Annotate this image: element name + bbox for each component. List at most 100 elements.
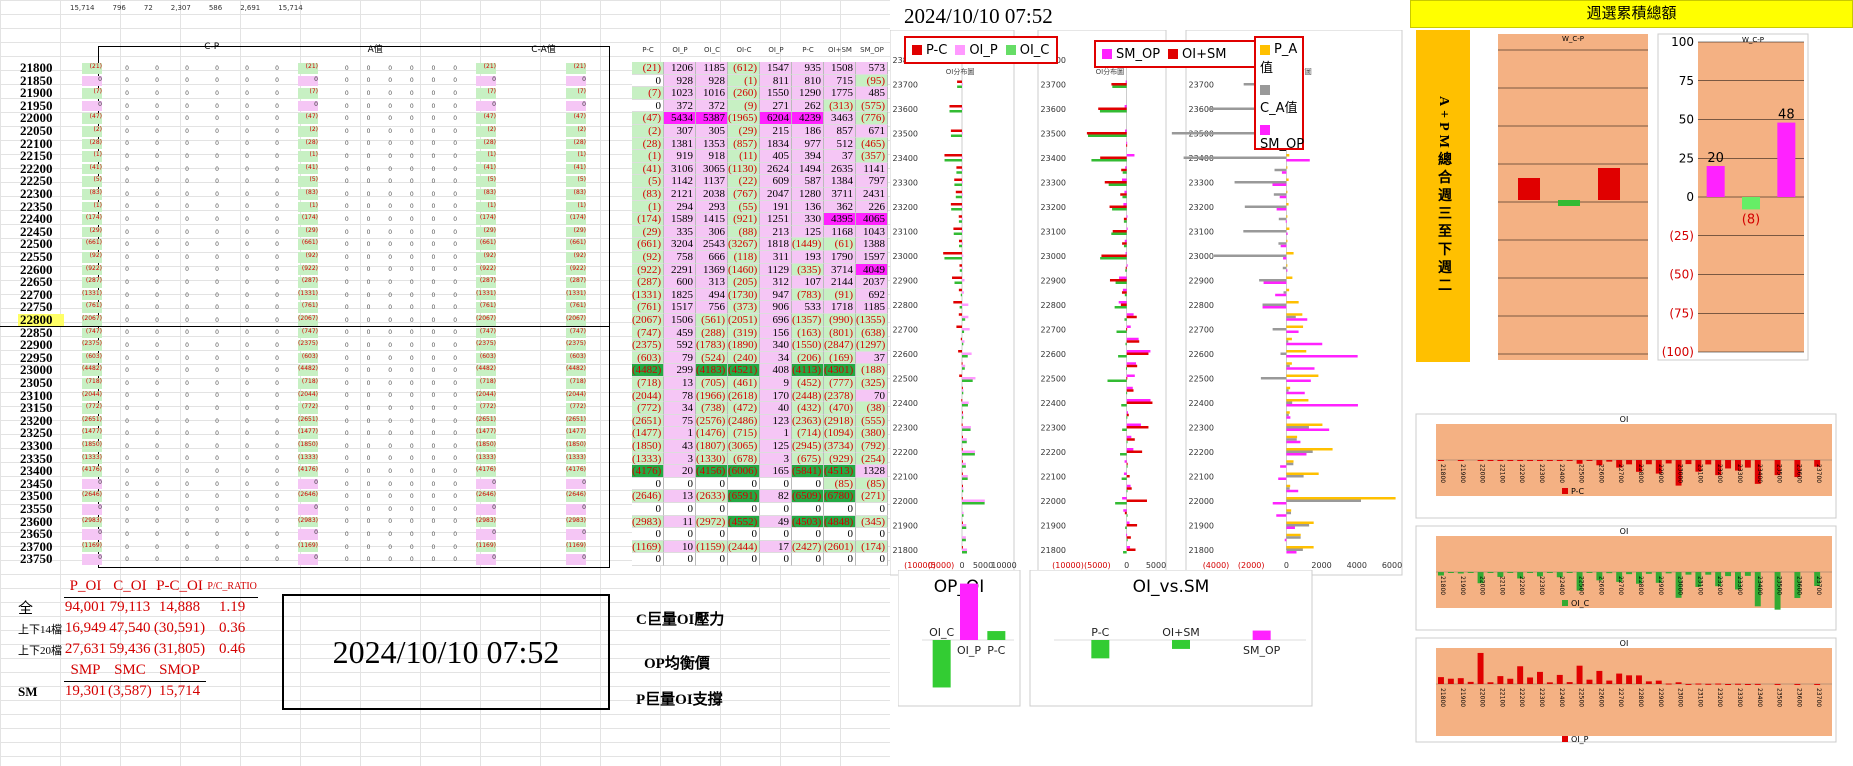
oi-cell: (524) xyxy=(696,351,728,365)
zero-cell: 0 xyxy=(185,266,189,274)
summary-row: 上下20檔 27,631 59,436 (31,805) 0.46 xyxy=(18,639,258,660)
zero-cell: 0 xyxy=(366,430,371,438)
value-cell: (41) xyxy=(566,163,586,175)
bar-p-a xyxy=(1286,484,1291,488)
value-cell: (1331) xyxy=(82,289,102,301)
oi-cell: (325) xyxy=(856,377,888,390)
bar-oi-p xyxy=(962,181,963,184)
bar-oi-sm xyxy=(1126,426,1149,429)
bar-p-c xyxy=(958,215,962,218)
zero-cell: 0 xyxy=(215,367,219,375)
bar-p-a xyxy=(1286,472,1319,475)
oi-cell: 311 xyxy=(760,251,792,264)
oi-cell: (1) xyxy=(632,150,664,163)
bar-p-c xyxy=(944,154,962,157)
zero-cell: 0 xyxy=(275,241,279,249)
legend-ca: C_A值 xyxy=(1260,82,1298,116)
zero-cell: 0 xyxy=(409,480,414,488)
value-cell: (4482) xyxy=(566,365,586,376)
summary-header: P-C_OI xyxy=(152,576,207,598)
value-cell: 0 xyxy=(566,478,586,490)
bar-oi-c2 xyxy=(1116,330,1127,333)
oi-cell: 857 xyxy=(824,125,856,138)
zero-cell: 0 xyxy=(275,480,279,488)
value-cell: (1) xyxy=(298,201,318,213)
value-cell: (1850) xyxy=(298,441,318,452)
oi-cell: 0 xyxy=(760,503,792,516)
oi-cell: 666 xyxy=(696,251,728,264)
zero-cell: 0 xyxy=(215,354,219,362)
value-cell: (2044) xyxy=(298,390,318,402)
zero-cell: 0 xyxy=(215,215,219,223)
y-tick-label: 22100 xyxy=(1041,473,1066,482)
sm-header: SMC xyxy=(107,660,153,682)
oi-cell: 405 xyxy=(760,150,792,163)
oi-bottom-bar xyxy=(1626,572,1633,575)
zero-cell: 0 xyxy=(344,253,349,261)
zero-cell: 0 xyxy=(453,253,458,261)
y-tick-label: 22400 xyxy=(893,399,918,408)
oi-cell: 335 xyxy=(664,225,696,239)
zero-cell: 0 xyxy=(125,392,129,400)
value-cell: (1331) xyxy=(476,289,496,301)
strike-cell: 22550 xyxy=(20,249,53,264)
zero-cell: 0 xyxy=(431,379,436,387)
bar-c-a xyxy=(1278,242,1287,245)
strike-cell: 22700 xyxy=(20,286,53,302)
zero-cell: 0 xyxy=(155,140,159,148)
zero-cell: 0 xyxy=(275,417,279,425)
zero-cell: 0 xyxy=(344,115,349,123)
zero-cell: 0 xyxy=(388,367,393,375)
bar-sm-op xyxy=(1126,350,1151,353)
y-tick-label: 23400 xyxy=(1041,154,1066,163)
strike-cell: 23750 xyxy=(20,551,53,567)
value-cell: (83) xyxy=(476,189,496,200)
weekly-bar-c xyxy=(1558,200,1580,206)
oi-bottom-bar xyxy=(1774,460,1781,476)
column-group-label: C-A值 xyxy=(531,45,556,55)
zero-cell: 0 xyxy=(125,505,129,513)
zero-cell: 0 xyxy=(388,140,393,148)
zero-cell: 0 xyxy=(366,417,371,425)
zero-cell: 0 xyxy=(431,64,436,72)
zero-cell: 0 xyxy=(275,556,279,564)
value-cell: (92) xyxy=(476,252,496,263)
oi-cell: (163) xyxy=(792,326,824,340)
zero-cell: 0 xyxy=(155,455,159,463)
bar-c-a xyxy=(1286,487,1290,490)
value-cell: (2646) xyxy=(82,491,102,502)
oi-cell: (1357) xyxy=(792,314,824,327)
oi-cell: 587 xyxy=(792,175,824,188)
oi-cell: 165 xyxy=(760,465,792,478)
zero-cell: 0 xyxy=(215,178,219,186)
bar-c-a xyxy=(1234,181,1287,184)
oi-bottom-bar xyxy=(1655,572,1662,583)
right-header-cell: OI_C xyxy=(704,46,720,54)
value-cell: (47) xyxy=(298,113,318,124)
summary-value: (31,805) xyxy=(153,641,206,657)
oi-cell: (95) xyxy=(856,74,888,88)
zero-cell: 0 xyxy=(431,178,436,186)
value-cell: (747) xyxy=(476,327,496,339)
x-tick-label: 5000 xyxy=(973,561,993,570)
zero-cell: 0 xyxy=(431,77,436,85)
zero-cell: 0 xyxy=(366,455,371,463)
bar-c-a xyxy=(1244,205,1287,208)
oi-cell: 906 xyxy=(760,301,792,314)
y-tick-label: 23700 xyxy=(1189,81,1214,90)
bar-p-c xyxy=(961,411,963,414)
oi-bottom-bar xyxy=(1735,460,1741,471)
zero-cell: 0 xyxy=(155,480,159,488)
y-tick-label: 22700 xyxy=(1189,326,1214,335)
zero-cell: 0 xyxy=(366,190,371,198)
oi-bottom-tick: 22000 xyxy=(1479,464,1486,483)
oi-bottom-bar xyxy=(1744,460,1751,468)
bar-oi-sm xyxy=(1126,315,1137,319)
bar-sm-op xyxy=(1126,362,1137,365)
summary-table: P_OI C_OI P-C_OI P/C_RATIO 全 94,001 79,113 14,8… xyxy=(18,576,258,702)
zero-cell: 0 xyxy=(388,329,393,337)
zero-cell: 0 xyxy=(453,190,458,198)
bar-c-a xyxy=(1286,340,1289,343)
